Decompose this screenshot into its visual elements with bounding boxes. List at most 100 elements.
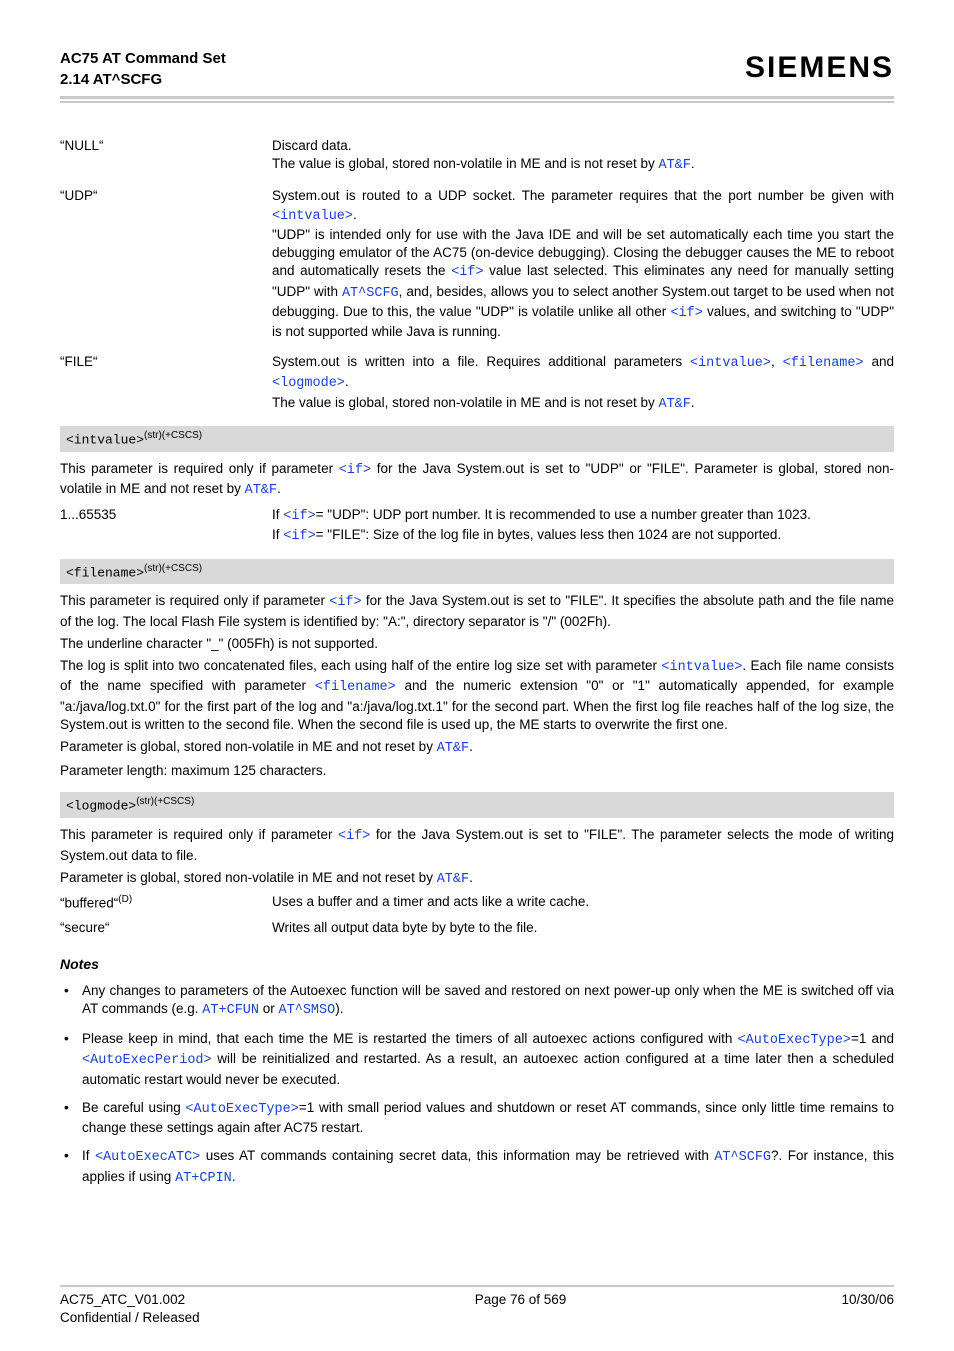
- def-file: “FILE“ System.out is written into a file…: [60, 353, 894, 414]
- text: The value is global, stored non-volatile…: [272, 395, 658, 410]
- text: .: [691, 156, 695, 171]
- note-item: Please keep in mind, that each time the …: [60, 1030, 894, 1089]
- def-desc: System.out is written into a file. Requi…: [272, 353, 894, 414]
- page: AC75 AT Command Set 2.14 AT^SCFG SIEMENS…: [0, 0, 954, 1351]
- header-rule-2: [60, 101, 894, 103]
- intvalue-intro: This parameter is required only if param…: [60, 460, 894, 500]
- text: Be careful using: [82, 1100, 185, 1115]
- text: .: [469, 870, 473, 885]
- param-sup: (str)(+CSCS): [136, 796, 194, 807]
- footer-confidential: Confidential / Released: [60, 1309, 200, 1327]
- filename-p2: The underline character "_" (005Fh) is n…: [60, 635, 894, 653]
- link-intvalue[interactable]: <intvalue>: [272, 209, 353, 224]
- term-text: “buffered“: [60, 895, 118, 910]
- link-atf[interactable]: AT&F: [437, 741, 469, 756]
- note-item: Be careful using <AutoExecType>=1 with s…: [60, 1099, 894, 1137]
- footer-left: AC75_ATC_V01.002 Confidential / Released: [60, 1291, 200, 1327]
- param-sup: (str)(+CSCS): [144, 563, 202, 574]
- link-if[interactable]: <if>: [329, 595, 361, 610]
- page-footer: AC75_ATC_V01.002 Confidential / Released…: [60, 1285, 894, 1327]
- logmode-row-secure: “secure“ Writes all output data byte by …: [60, 919, 894, 937]
- logmode-row-buffered: “buffered“(D) Uses a buffer and a timer …: [60, 893, 894, 913]
- link-autoexecatc[interactable]: <AutoExecATC>: [95, 1150, 200, 1165]
- text: This parameter is required only if param…: [60, 827, 338, 842]
- notes-list: Any changes to parameters of the Autoexe…: [60, 982, 894, 1188]
- notes-heading: Notes: [60, 955, 894, 974]
- link-atf[interactable]: AT&F: [437, 872, 469, 887]
- text: Parameter is global, stored non-volatile…: [60, 739, 437, 754]
- link-autoexectype[interactable]: <AutoExecType>: [738, 1033, 851, 1048]
- def-term: “FILE“: [60, 353, 272, 414]
- link-intvalue[interactable]: <intvalue>: [661, 660, 742, 675]
- def-term: “UDP“: [60, 187, 272, 341]
- link-atscfg[interactable]: AT^SCFG: [714, 1150, 771, 1165]
- link-filename[interactable]: <filename>: [315, 680, 396, 695]
- text: .: [691, 395, 695, 410]
- link-if[interactable]: <if>: [338, 829, 370, 844]
- link-if[interactable]: <if>: [283, 529, 315, 544]
- text: = "FILE": Size of the log file in bytes,…: [316, 527, 782, 542]
- page-header: AC75 AT Command Set 2.14 AT^SCFG SIEMENS: [60, 48, 894, 90]
- text: .: [469, 739, 473, 754]
- footer-version: AC75_ATC_V01.002: [60, 1291, 200, 1309]
- link-atcpin[interactable]: AT+CPIN: [175, 1171, 232, 1186]
- text: uses AT commands containing secret data,…: [200, 1148, 714, 1163]
- footer-center: Page 76 of 569: [475, 1291, 567, 1327]
- footer-right: 10/30/06: [841, 1291, 894, 1327]
- text: .: [232, 1169, 236, 1184]
- text: If: [272, 527, 283, 542]
- def-term: “buffered“(D): [60, 893, 272, 913]
- text: Discard data.The value is global, stored…: [272, 138, 658, 171]
- text: .: [277, 481, 281, 496]
- text: If: [82, 1148, 95, 1163]
- doc-section: 2.14 AT^SCFG: [60, 69, 226, 90]
- text: ,: [771, 354, 783, 369]
- link-intvalue[interactable]: <intvalue>: [690, 356, 771, 371]
- intvalue-range-row: 1...65535 If <if>= "UDP": UDP port numbe…: [60, 506, 894, 546]
- text: Parameter is global, stored non-volatile…: [60, 870, 437, 885]
- note-item: If <AutoExecATC> uses AT commands contai…: [60, 1147, 894, 1187]
- def-term: “secure“: [60, 919, 272, 937]
- link-if[interactable]: <if>: [283, 509, 315, 524]
- link-if[interactable]: <if>: [670, 306, 702, 321]
- text: = "UDP": UDP port number. It is recommen…: [316, 507, 811, 522]
- link-filename[interactable]: <filename>: [783, 356, 864, 371]
- param-header-filename: <filename>(str)(+CSCS): [60, 559, 894, 585]
- link-if[interactable]: <if>: [339, 463, 371, 478]
- link-logmode[interactable]: <logmode>: [272, 376, 345, 391]
- link-atf[interactable]: AT&F: [658, 158, 690, 173]
- doc-title: AC75 AT Command Set: [60, 48, 226, 69]
- def-desc: Writes all output data byte by byte to t…: [272, 919, 894, 937]
- text: This parameter is required only if param…: [60, 461, 339, 476]
- def-term: 1...65535: [60, 506, 272, 546]
- term-sup: (D): [118, 894, 132, 905]
- def-desc: System.out is routed to a UDP socket. Th…: [272, 187, 894, 341]
- text: System.out is written into a file. Requi…: [272, 354, 690, 369]
- text: If: [272, 507, 283, 522]
- link-if[interactable]: <if>: [451, 265, 483, 280]
- def-udp: “UDP“ System.out is routed to a UDP sock…: [60, 187, 894, 341]
- link-atf[interactable]: AT&F: [658, 397, 690, 412]
- param-name: <intvalue>: [66, 432, 144, 447]
- param-name: <filename>: [66, 565, 144, 580]
- link-atscfg[interactable]: AT^SCFG: [342, 286, 399, 301]
- def-null: “NULL“ Discard data.The value is global,…: [60, 137, 894, 175]
- text: ).: [335, 1001, 343, 1016]
- param-name: <logmode>: [66, 799, 136, 814]
- link-atf[interactable]: AT&F: [245, 483, 277, 498]
- link-atcfun[interactable]: AT+CFUN: [202, 1003, 259, 1018]
- link-autoexectype[interactable]: <AutoExecType>: [185, 1102, 298, 1117]
- text: or: [259, 1001, 279, 1016]
- header-rule-1: [60, 96, 894, 99]
- def-desc: Uses a buffer and a timer and acts like …: [272, 893, 894, 913]
- link-autoexecperiod[interactable]: <AutoExecPeriod>: [82, 1053, 212, 1068]
- text: System.out is routed to a UDP socket. Th…: [272, 188, 894, 203]
- text: Please keep in mind, that each time the …: [82, 1031, 738, 1046]
- def-desc: Discard data.The value is global, stored…: [272, 137, 894, 175]
- text: =1 and: [851, 1031, 894, 1046]
- filename-p1: This parameter is required only if param…: [60, 592, 894, 630]
- def-desc: If <if>= "UDP": UDP port number. It is r…: [272, 506, 894, 546]
- link-atsmso[interactable]: AT^SMSO: [279, 1003, 336, 1018]
- brand-logo: SIEMENS: [745, 48, 894, 89]
- filename-p3: The log is split into two concatenated f…: [60, 657, 894, 734]
